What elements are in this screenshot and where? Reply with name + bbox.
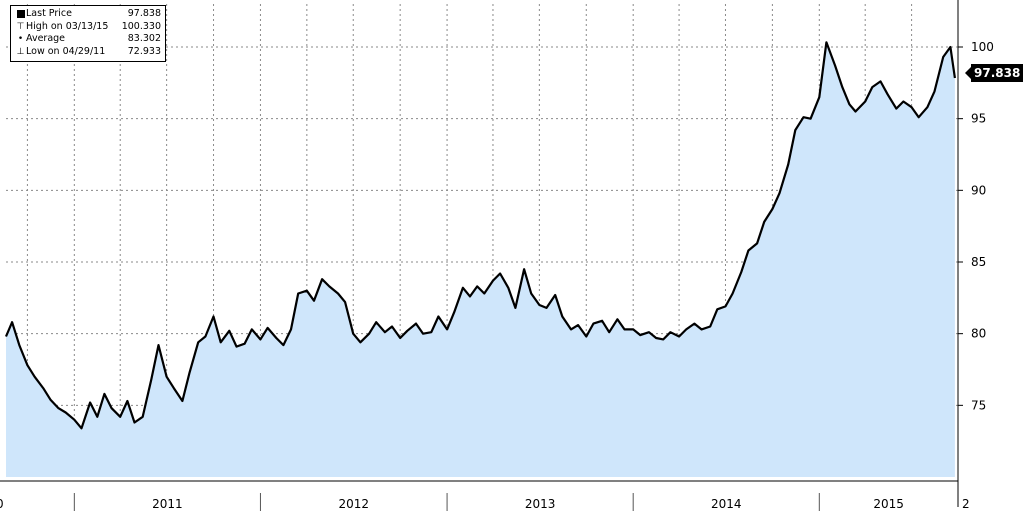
legend-value: 72.933	[127, 45, 161, 57]
axes: 75 80 85 90 95 100 2011 2012 2013 2014 2015 0 2	[0, 0, 994, 511]
legend-row-last-price: Last Price 97.838	[15, 8, 161, 21]
average-marker-icon: •	[17, 34, 24, 44]
legend: Last Price 97.838 ⊤ High on 03/13/15 100…	[10, 5, 166, 62]
line-layer	[4, 41, 956, 430]
legend-value: 97.838	[127, 8, 161, 19]
low-marker-icon: ⊥	[16, 46, 25, 57]
x-year-label: 2014	[711, 497, 742, 511]
legend-row-high: ⊤ High on 03/13/15 100.330	[15, 21, 161, 34]
x-year-label: 2011	[152, 497, 183, 511]
legend-value: 83.302	[127, 33, 161, 44]
legend-label: High on 03/13/15	[26, 20, 109, 32]
y-tick-label: 85	[971, 255, 986, 269]
legend-row-average: • Average 83.302	[15, 33, 161, 46]
x-year-label: 2015	[873, 497, 904, 511]
x-edge-label-left: 0	[0, 497, 4, 511]
y-tick-label: 95	[971, 112, 986, 126]
x-year-label: 2013	[525, 497, 556, 511]
area-layer	[6, 42, 955, 478]
x-year-label: 2012	[338, 497, 369, 511]
y-tick-label: 100	[971, 40, 994, 54]
high-marker-icon: ⊤	[16, 21, 25, 32]
legend-label: Average	[26, 33, 66, 44]
legend-label: Last Price	[26, 8, 72, 19]
y-tick-label: 80	[971, 327, 986, 341]
legend-row-low: ⊥ Low on 04/29/11 72.933	[15, 46, 161, 59]
y-tick-label: 75	[971, 398, 986, 412]
price-area	[6, 42, 955, 478]
price-line	[4, 41, 956, 430]
last-price-badge: 97.838	[964, 64, 1024, 82]
x-edge-label-right: 2	[962, 497, 970, 511]
legend-value: 100.330	[121, 20, 161, 32]
y-tick-label: 90	[971, 183, 986, 197]
last-price-icon	[15, 8, 26, 21]
legend-label: Low on 04/29/11	[26, 45, 106, 57]
